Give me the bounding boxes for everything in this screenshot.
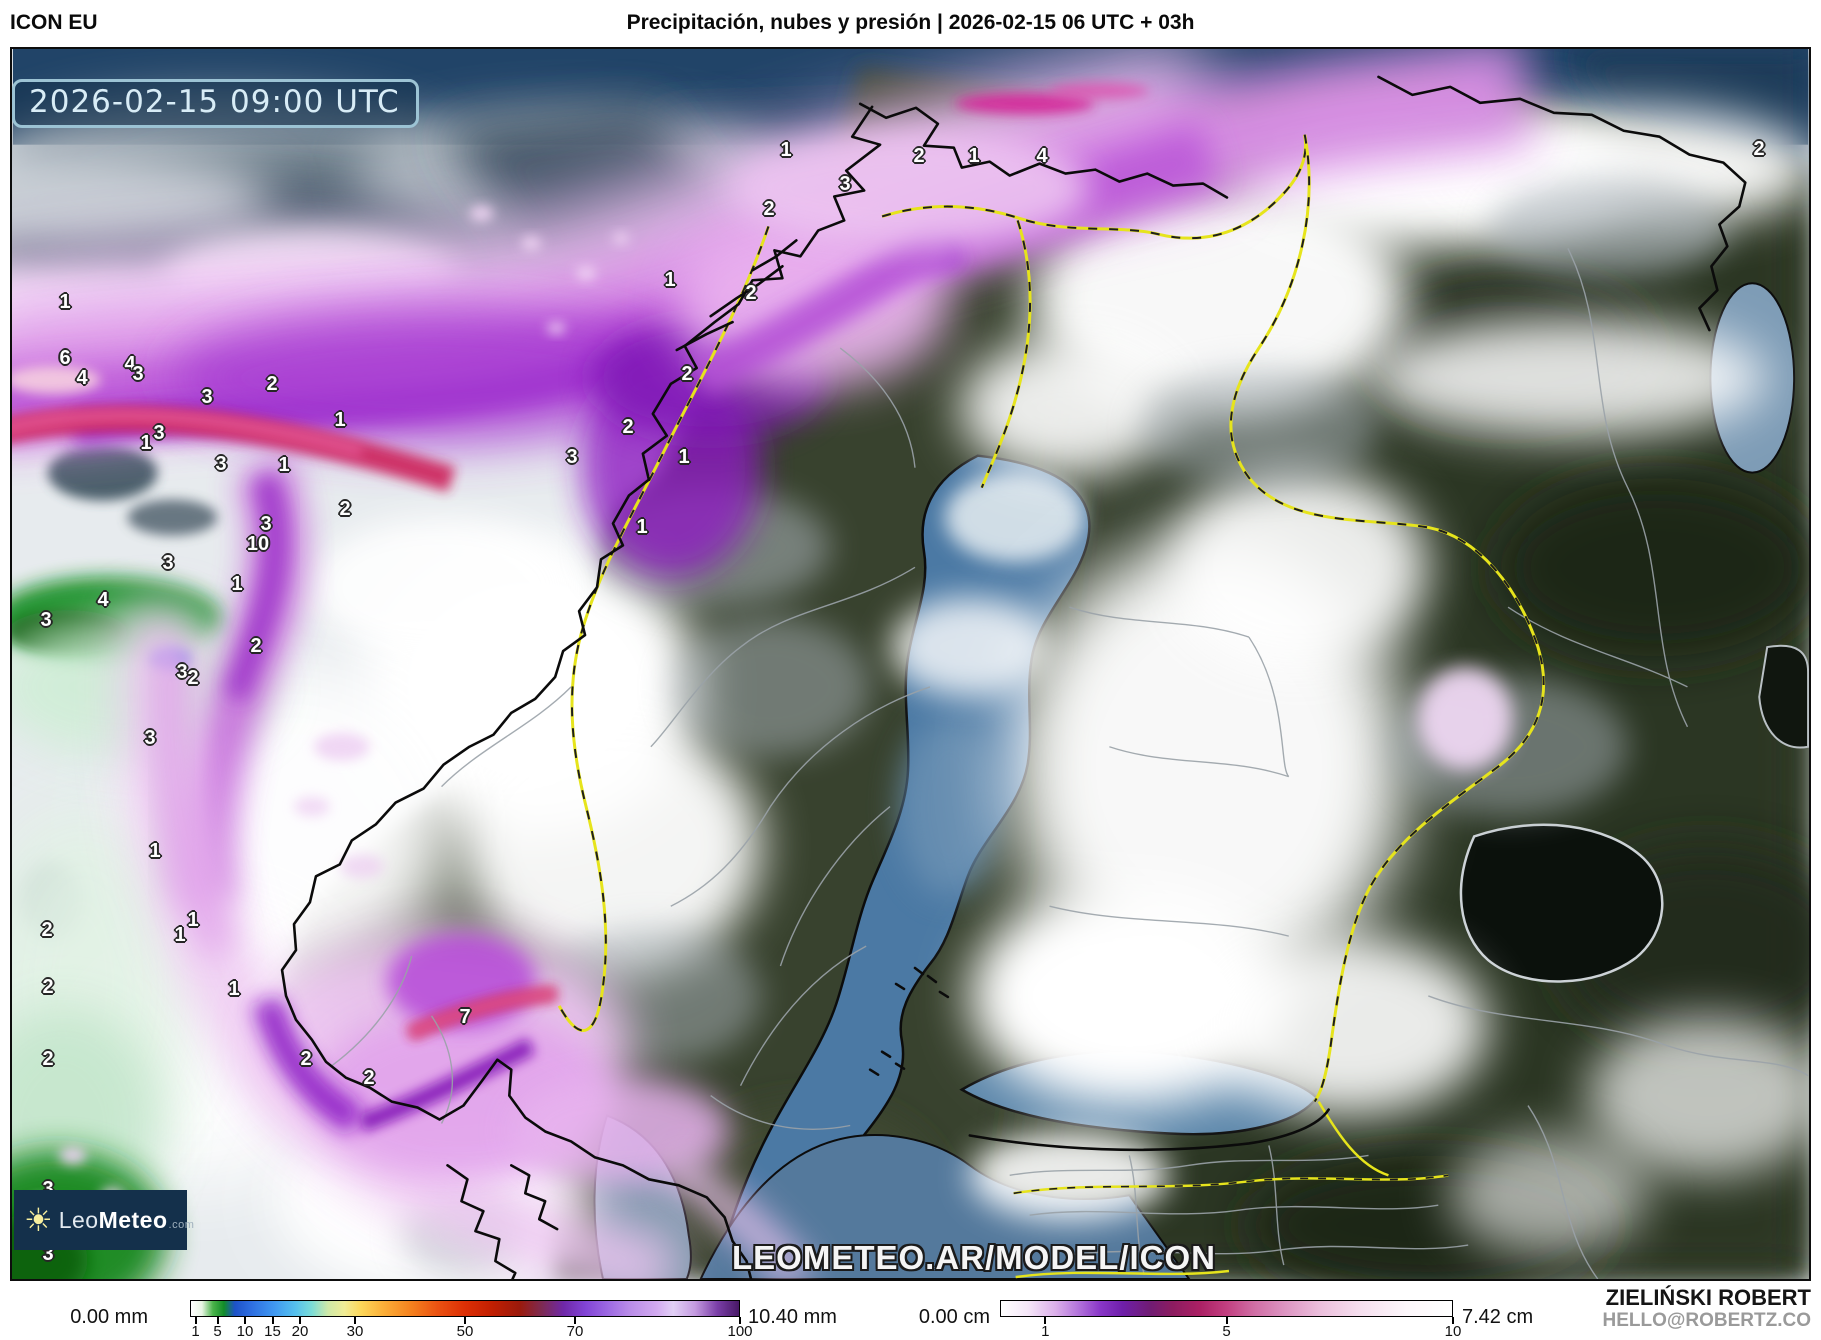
precip-value-label: 4 xyxy=(97,589,109,611)
legend-tick-mark xyxy=(574,1317,576,1324)
precip-value-label: 3 xyxy=(144,727,156,749)
precip-value-label: 4 xyxy=(1036,145,1048,167)
precip-value-label: 1 xyxy=(59,291,71,313)
snow-legend-min: 0.00 cm xyxy=(918,1306,990,1328)
map-art xyxy=(12,49,1809,1279)
legend-tick-label: 10 xyxy=(1444,1323,1462,1340)
precip-value-label: 6 xyxy=(59,347,71,369)
precip-value-label: 3 xyxy=(260,513,272,535)
logo-text: LeoMeteo.com xyxy=(59,1207,195,1234)
legend-tick-label: 1 xyxy=(191,1323,200,1340)
legend-tick-mark xyxy=(739,1317,741,1324)
precip-value-label: 2 xyxy=(187,667,199,689)
precip-value-label: 1 xyxy=(334,409,346,431)
logo-text-light: Leo xyxy=(58,1206,99,1233)
precip-value-label: 4 xyxy=(76,367,88,389)
precip-value-label: 2 xyxy=(681,363,693,385)
precip-value-label: 2 xyxy=(622,416,634,438)
precip-value-label: 2 xyxy=(42,1048,54,1070)
precip-value-label: 4 xyxy=(124,353,136,375)
legend-tick-label: 1 xyxy=(1041,1323,1050,1340)
legend-tick-label: 15 xyxy=(264,1323,281,1340)
precip-value-label: 1 xyxy=(231,573,243,595)
precip-value-label: 1 xyxy=(968,145,980,167)
legend-tick-mark xyxy=(354,1317,356,1324)
page-title: Precipitación, nubes y presión | 2026-02… xyxy=(626,11,1195,34)
precip-value-label: 1 xyxy=(228,978,240,1000)
precip-value-label: 1 xyxy=(664,269,676,291)
precip-value-label: 2 xyxy=(745,282,757,304)
precip-value-label: 3 xyxy=(176,661,188,683)
precip-value-label: 1 xyxy=(174,924,186,946)
precip-value-label: 3 xyxy=(40,609,52,631)
precip-value-label: 3 xyxy=(42,1178,54,1200)
precip-colorbar-ticks: 1 5 10 15 20 30 50 70 100 xyxy=(190,1317,753,1340)
header-bar: ICON EU Precipitación, nubes y presión |… xyxy=(0,0,1821,47)
precip-value-label: 3 xyxy=(215,453,227,475)
legend-footer: 0.00 mm 1 5 10 15 20 30 50 70 100 10.40 mm 0.00 … xyxy=(0,1283,1821,1340)
precip-legend-min: 0.00 mm xyxy=(70,1306,148,1328)
legend-tick-mark xyxy=(194,1317,197,1324)
legend-tick-label: 5 xyxy=(213,1323,222,1340)
precip-value-label: 2 xyxy=(41,919,53,941)
legend-tick-mark xyxy=(244,1317,246,1324)
legend-tick-mark xyxy=(464,1317,466,1324)
author-name: ZIELIŃSKI ROBERT xyxy=(1605,1285,1811,1310)
precip-value-label: 7 xyxy=(459,1006,471,1028)
precip-value-label: 1 xyxy=(187,909,199,931)
precip-value-label: 2 xyxy=(913,145,925,167)
precip-value-label: 3 xyxy=(566,446,578,468)
author-contact: HELLO@ROBERTZ.CO xyxy=(1602,1310,1811,1332)
precip-value-label: 3 xyxy=(153,422,165,444)
watermark: LEOMETEO.AR/MODEL/ICON xyxy=(732,1239,1216,1276)
precip-value-label: 2 xyxy=(42,976,54,998)
logo-tld: .com xyxy=(168,1218,195,1231)
precip-value-label: 1 xyxy=(140,432,152,454)
precip-value-label: 2 xyxy=(763,198,775,220)
snow-colorbar xyxy=(1000,1300,1453,1317)
precip-value-label: 1 xyxy=(278,454,290,476)
precip-value-label: 1 xyxy=(780,139,792,161)
leometeo-logo: ☀ LeoMeteo.com xyxy=(14,1190,194,1250)
timestamp-badge: 2026-02-15 09:00 UTC xyxy=(12,79,419,128)
legend-tick-label: 10 xyxy=(236,1323,254,1340)
snow-legend-max: 7.42 cm xyxy=(1462,1306,1534,1328)
legend-tick-mark xyxy=(1044,1317,1047,1324)
legend-tick-label: 100 xyxy=(727,1323,753,1340)
snow-colorbar-ticks: 1 5 10 xyxy=(1000,1317,1461,1340)
legend-tick-mark xyxy=(299,1317,301,1324)
credits: ZIELIŃSKI ROBERT HELLO@ROBERTZ.CO xyxy=(1602,1285,1811,1332)
precip-value-label: 3 xyxy=(132,363,144,385)
precip-value-label: 2 xyxy=(300,1048,312,1070)
precip-value-label: 2 xyxy=(250,635,262,657)
precip-value-label: 2 xyxy=(363,1067,375,1089)
precip-value-label: 10 xyxy=(246,533,270,555)
sun-icon: ☀ xyxy=(24,1202,53,1238)
legend-tick-label: 20 xyxy=(291,1323,309,1340)
legend-tick-mark xyxy=(216,1317,219,1324)
precip-value-label: 2 xyxy=(1753,138,1765,160)
legend-tick-label: 5 xyxy=(1222,1323,1231,1340)
legend-tick-label: 50 xyxy=(456,1323,474,1340)
precip-value-label: 1 xyxy=(149,840,161,862)
legend-tick-label: 70 xyxy=(566,1323,584,1340)
legend-tick-label: 30 xyxy=(346,1323,364,1340)
precip-colorbar xyxy=(190,1300,740,1317)
precip-value-label: 2 xyxy=(266,373,278,395)
legend-tick-mark xyxy=(1452,1317,1454,1324)
legend-tick-mark xyxy=(1225,1317,1228,1324)
precip-value-label: 1 xyxy=(636,516,648,538)
precip-legend-max: 10.40 mm xyxy=(748,1306,837,1328)
precip-value-label: 2 xyxy=(339,498,351,520)
logo-text-bold: Meteo xyxy=(98,1206,168,1233)
precip-value-label: 1 xyxy=(678,446,690,468)
precip-value-label: 3 xyxy=(42,1243,54,1265)
precip-value-label: 3 xyxy=(162,552,174,574)
weather-map: 2026-02-15 09:00 UTC 1 6 4 4 3 2 3 1 3 1 3 1 2 3 10 3 1 4… xyxy=(10,47,1811,1281)
precip-value-label: 3 xyxy=(839,173,851,195)
model-name: ICON EU xyxy=(10,11,98,34)
legend-tick-mark xyxy=(271,1317,274,1324)
precip-value-label: 3 xyxy=(201,386,213,408)
